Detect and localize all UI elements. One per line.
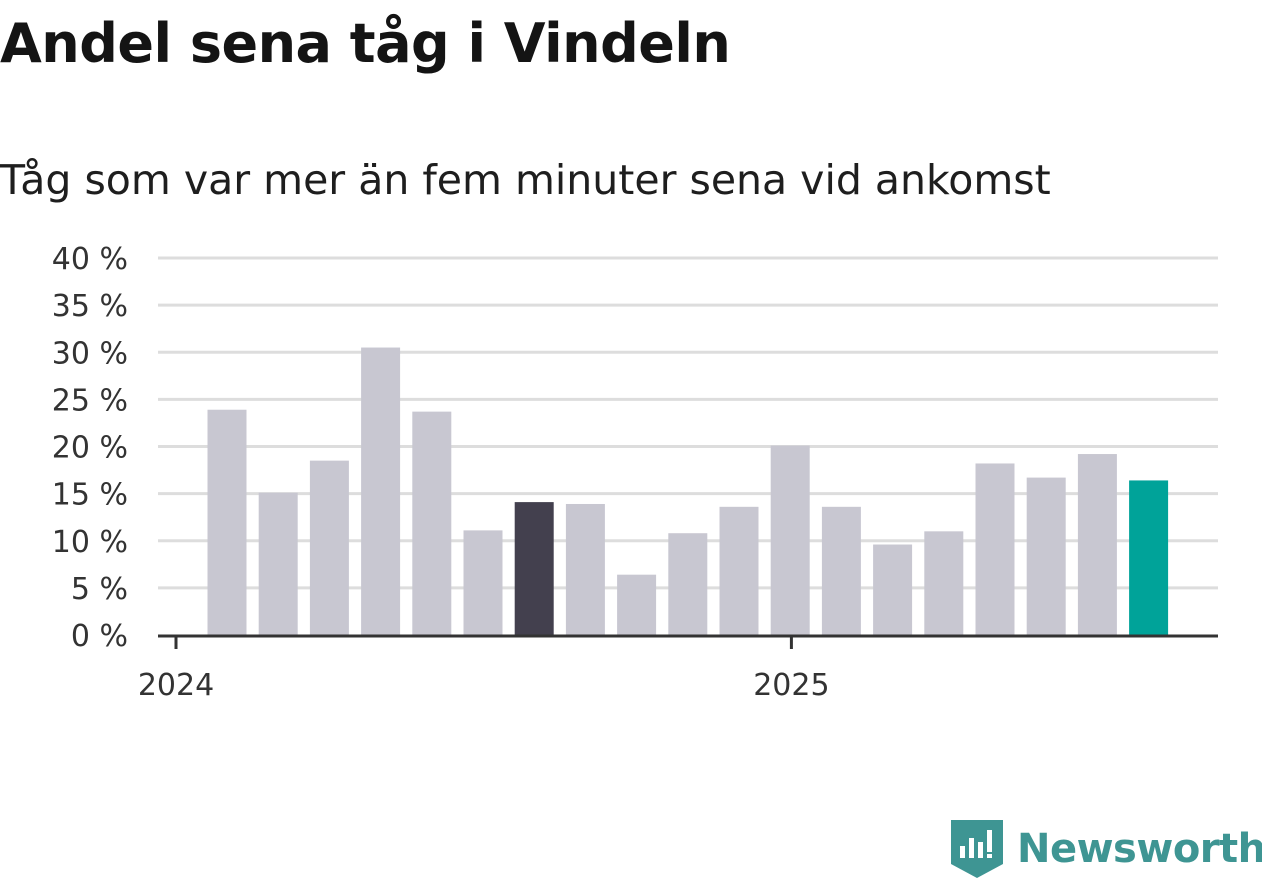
y-axis: 0 % 5 % 10 % 15 % 20 % 25 % 30 % 35 % 40 %: [52, 242, 128, 654]
y-tick-label: 35 %: [52, 289, 128, 324]
y-tick-label: 20 %: [52, 431, 128, 466]
bar-2024-06: [463, 530, 503, 635]
bar-2024-03: [309, 460, 349, 635]
bar-2024-09: [617, 574, 657, 635]
bars: [207, 347, 1169, 635]
newsworthy-logo-icon: [951, 820, 1003, 878]
brand-name: Newsworthy: [1017, 826, 1262, 872]
bar-2025-04: [975, 463, 1015, 635]
grid-lines: [158, 256, 1218, 590]
bar-2024-04: [361, 347, 401, 635]
bar-2024-11: [719, 506, 759, 635]
bar-2025-07: [1129, 480, 1169, 635]
bar-2025-02: [873, 544, 913, 635]
bar-2025-05: [1026, 477, 1066, 635]
bar-2025-03: [924, 531, 964, 635]
x-tick-label: 2024: [138, 668, 214, 703]
bar-2025-01: [821, 506, 861, 635]
chart-subtitle: Tåg som var mer än fem minuter sena vid …: [0, 156, 1051, 204]
newsworthy-logo: Newsworthy: [951, 820, 1262, 878]
y-tick-label: 10 %: [52, 525, 128, 560]
bar-2024-10: [668, 533, 708, 635]
y-tick-label: 25 %: [52, 383, 128, 418]
y-tick-label: 40 %: [52, 242, 128, 277]
bar-2024-02: [258, 492, 298, 635]
y-tick-label: 30 %: [52, 336, 128, 371]
x-tick-label: 2025: [753, 668, 829, 703]
x-axis: 2024 2025: [138, 634, 1218, 703]
y-tick-label: 5 %: [71, 572, 128, 607]
bar-2024-08: [565, 503, 605, 635]
bar-2024-01: [207, 409, 247, 635]
bar-2024-07: [514, 502, 554, 635]
y-tick-label: 15 %: [52, 478, 128, 513]
bar-2024-05: [412, 411, 452, 635]
bar-2025-06: [1077, 454, 1117, 635]
bar-2024-12: [770, 445, 810, 635]
y-tick-label: 0 %: [71, 619, 128, 654]
chart-title: Andel sena tåg i Vindeln: [0, 12, 731, 75]
